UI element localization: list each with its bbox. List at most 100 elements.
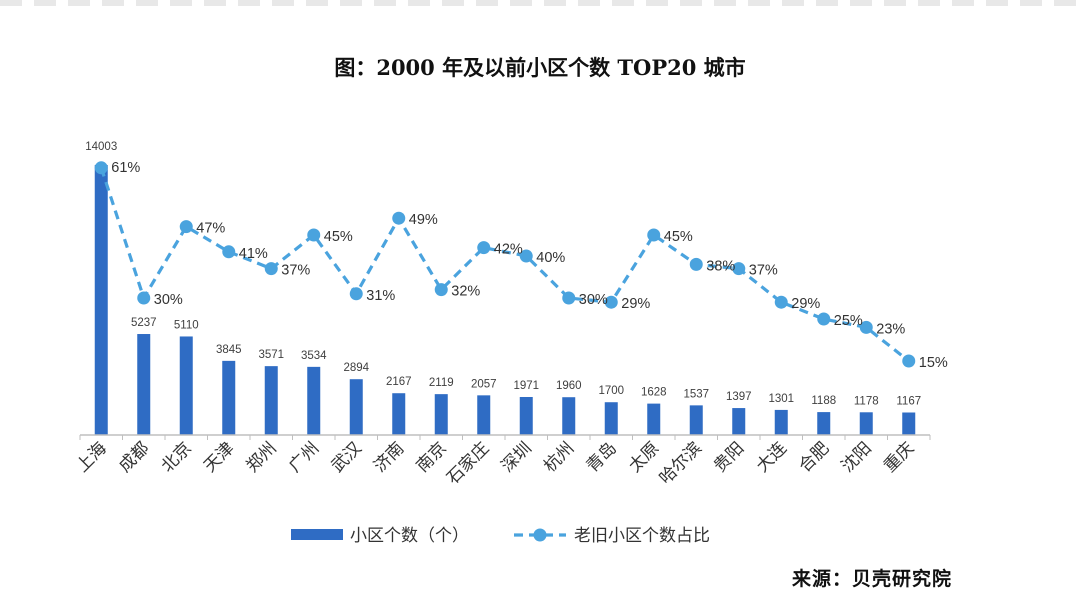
share-point-武汉: [349, 287, 363, 301]
legend-bar-swatch: [291, 529, 343, 540]
bar-value-label: 1537: [683, 388, 709, 400]
bar-南京: [434, 394, 448, 435]
bar-大连: [774, 409, 788, 435]
share-point-上海: [94, 161, 108, 175]
category-label: 哈尔滨: [656, 438, 706, 488]
category-label: 成都: [115, 438, 153, 476]
share-value-label: 61%: [111, 160, 140, 176]
share-value-label: 30%: [579, 292, 608, 308]
share-value-label: 47%: [196, 221, 225, 237]
category-label: 郑州: [243, 438, 281, 476]
share-point-合肥: [817, 312, 831, 326]
legend-line-label: 老旧小区个数占比: [574, 526, 710, 546]
bar-value-label: 1628: [641, 387, 667, 399]
bar-广州: [307, 366, 321, 435]
share-point-济南: [392, 211, 406, 225]
bar-value-label: 2894: [343, 362, 369, 374]
bar-value-label: 5237: [131, 317, 157, 329]
category-label: 济南: [370, 438, 408, 476]
category-label: 武汉: [328, 438, 366, 476]
share-point-天津: [222, 245, 236, 259]
share-point-郑州: [264, 262, 278, 276]
bar-沈阳: [859, 412, 873, 435]
share-value-label: 25%: [834, 313, 863, 329]
bar-value-label: 1700: [598, 385, 624, 397]
legend-line-marker: [533, 528, 547, 542]
bar-value-label: 1971: [513, 380, 539, 392]
source-note: 来源：贝壳研究院: [791, 568, 952, 590]
share-value-label: 45%: [664, 229, 693, 245]
share-point-贵阳: [732, 262, 746, 276]
bar-value-label: 1167: [896, 395, 921, 407]
share-value-label: 37%: [281, 263, 310, 279]
share-point-重庆: [902, 354, 916, 368]
bar-郑州: [264, 366, 278, 435]
category-label: 重庆: [880, 438, 918, 476]
bar-哈尔滨: [689, 405, 703, 435]
bar-value-label: 3534: [301, 350, 327, 362]
bar-value-label: 1188: [811, 395, 836, 407]
share-value-label: 23%: [876, 321, 905, 337]
chart-title: 图：2000 年及以前小区个数 TOP20 城市: [334, 55, 746, 80]
share-point-青岛: [604, 295, 618, 309]
share-point-北京: [179, 220, 193, 234]
category-label: 合肥: [795, 438, 833, 476]
category-label: 南京: [413, 438, 451, 476]
category-label: 大连: [753, 438, 791, 476]
bar-value-label: 2119: [429, 377, 454, 389]
share-point-广州: [307, 228, 321, 242]
category-label: 广州: [285, 438, 323, 476]
bar-深圳: [519, 396, 533, 435]
share-value-label: 41%: [239, 246, 268, 262]
share-point-石家庄: [477, 241, 491, 255]
bar-value-label: 1397: [726, 391, 752, 403]
share-value-label: 29%: [791, 296, 820, 312]
bar-成都: [137, 334, 151, 435]
share-point-深圳: [519, 249, 533, 263]
bar-重庆: [902, 412, 916, 435]
bar-上海: [94, 165, 108, 435]
category-label: 沈阳: [838, 438, 876, 476]
share-point-杭州: [562, 291, 576, 305]
share-value-label: 15%: [919, 355, 948, 371]
share-value-label: 37%: [749, 263, 778, 279]
share-line: [99, 167, 910, 363]
category-label: 太原: [625, 438, 663, 476]
bar-value-label: 14003: [85, 141, 117, 153]
category-label: 天津: [200, 438, 238, 476]
bar-value-label: 1301: [768, 393, 794, 405]
bar-value-label: 1960: [556, 380, 582, 392]
share-point-大连: [774, 295, 788, 309]
category-label: 贵阳: [710, 438, 748, 476]
share-value-label: 32%: [451, 284, 480, 300]
share-value-label: 49%: [409, 212, 438, 228]
share-value-label: 40%: [536, 250, 565, 266]
share-value-label: 29%: [621, 296, 650, 312]
category-label: 上海: [73, 438, 111, 476]
bar-value-label: 2167: [386, 376, 412, 388]
share-point-沈阳: [859, 320, 873, 334]
top-cropped-text-strip: [0, 0, 1080, 6]
share-value-label: 45%: [324, 229, 353, 245]
bar-value-label: 5110: [174, 319, 199, 331]
bar-合肥: [817, 412, 831, 435]
bar-杭州: [562, 397, 576, 435]
share-point-太原: [647, 228, 661, 242]
share-value-label: 30%: [154, 292, 183, 308]
bar-value-label: 3571: [258, 349, 284, 361]
bar-石家庄: [477, 395, 491, 435]
category-label: 青岛: [583, 438, 621, 476]
share-value-label: 42%: [494, 242, 523, 258]
category-label: 深圳: [498, 438, 536, 476]
share-point-哈尔滨: [689, 257, 703, 271]
category-label: 石家庄: [443, 438, 493, 488]
bar-value-label: 1178: [854, 395, 879, 407]
bar-青岛: [604, 402, 618, 435]
share-value-label: 31%: [366, 288, 395, 304]
bar-value-label: 2057: [471, 378, 497, 390]
bar-北京: [179, 336, 193, 435]
share-point-南京: [434, 283, 448, 297]
bar-value-label: 3845: [216, 344, 242, 356]
bar-贵阳: [732, 408, 746, 435]
category-label: 北京: [158, 438, 196, 476]
